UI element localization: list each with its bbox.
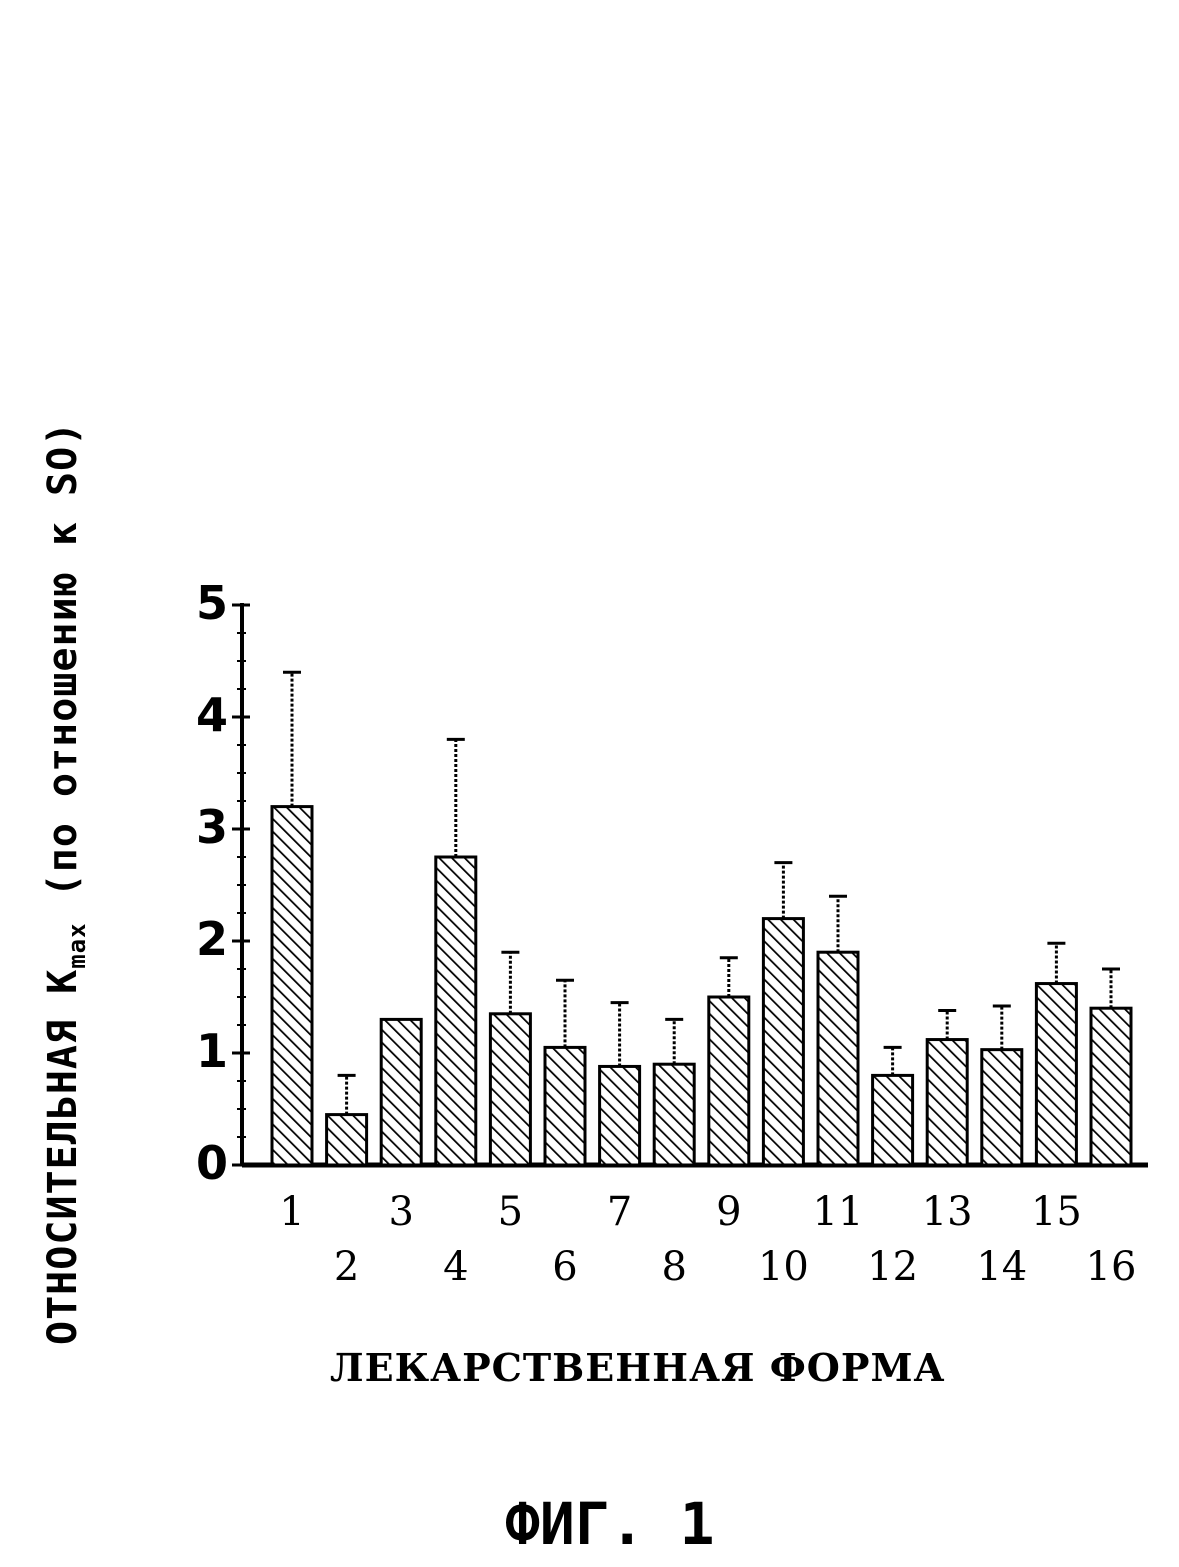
bar [436, 857, 476, 1165]
y-axis-label-subscript: max [63, 922, 91, 968]
y-tick-label: 5 [196, 576, 228, 630]
x-tick-label: 9 [716, 1189, 741, 1235]
x-tick-label: 3 [388, 1189, 413, 1235]
bar [545, 1047, 585, 1165]
x-tick-label: 13 [922, 1189, 973, 1235]
x-tick-label: 15 [1031, 1189, 1082, 1235]
x-tick-label: 14 [976, 1244, 1027, 1290]
x-axis-label: ЛЕКАРСТВЕННАЯ ФОРМА [330, 1345, 946, 1390]
x-tick-label: 11 [813, 1189, 864, 1235]
bar [327, 1115, 367, 1165]
y-tick-label: 0 [196, 1136, 228, 1190]
x-tick-labels: 12345678910111213141516 [279, 1189, 1136, 1290]
y-axis-label-main: ОТНОСИТЕЛЬНАЯ К [40, 969, 86, 1345]
x-tick-label: 6 [552, 1244, 577, 1290]
y-axis-label-tail: (по отношению к SO) [40, 421, 86, 923]
bar [1036, 984, 1076, 1165]
y-axis-label: ОТНОСИТЕЛЬНАЯ Кmax (по отношению к SO) [40, 421, 91, 1345]
bar [873, 1075, 913, 1165]
bar [490, 1014, 530, 1165]
bar [1091, 1008, 1131, 1165]
y-tick-label: 3 [196, 800, 228, 854]
x-tick-label: 7 [607, 1189, 632, 1235]
y-tick-label: 1 [196, 1024, 228, 1078]
x-tick-label: 8 [661, 1244, 686, 1290]
x-tick-label: 4 [443, 1244, 468, 1290]
x-tick-label: 5 [498, 1189, 523, 1235]
bar [818, 952, 858, 1165]
bar [982, 1050, 1022, 1165]
bar [654, 1064, 694, 1165]
bar [709, 997, 749, 1165]
y-tick-label: 4 [196, 688, 228, 742]
y-tick-label: 2 [196, 912, 228, 966]
bar [763, 919, 803, 1165]
x-tick-label: 10 [758, 1244, 809, 1290]
bar [600, 1066, 640, 1165]
bar [927, 1040, 967, 1165]
bars-group [272, 807, 1131, 1165]
bar [381, 1019, 421, 1165]
x-tick-label: 1 [279, 1189, 304, 1235]
x-tick-label: 12 [867, 1244, 918, 1290]
bar [272, 807, 312, 1165]
figure-caption: ФИГ. 1 [505, 1490, 715, 1558]
x-tick-label: 16 [1086, 1244, 1137, 1290]
y-tick-labels: 0 1 2 3 4 5 [196, 576, 228, 1190]
x-tick-label: 2 [334, 1244, 359, 1290]
